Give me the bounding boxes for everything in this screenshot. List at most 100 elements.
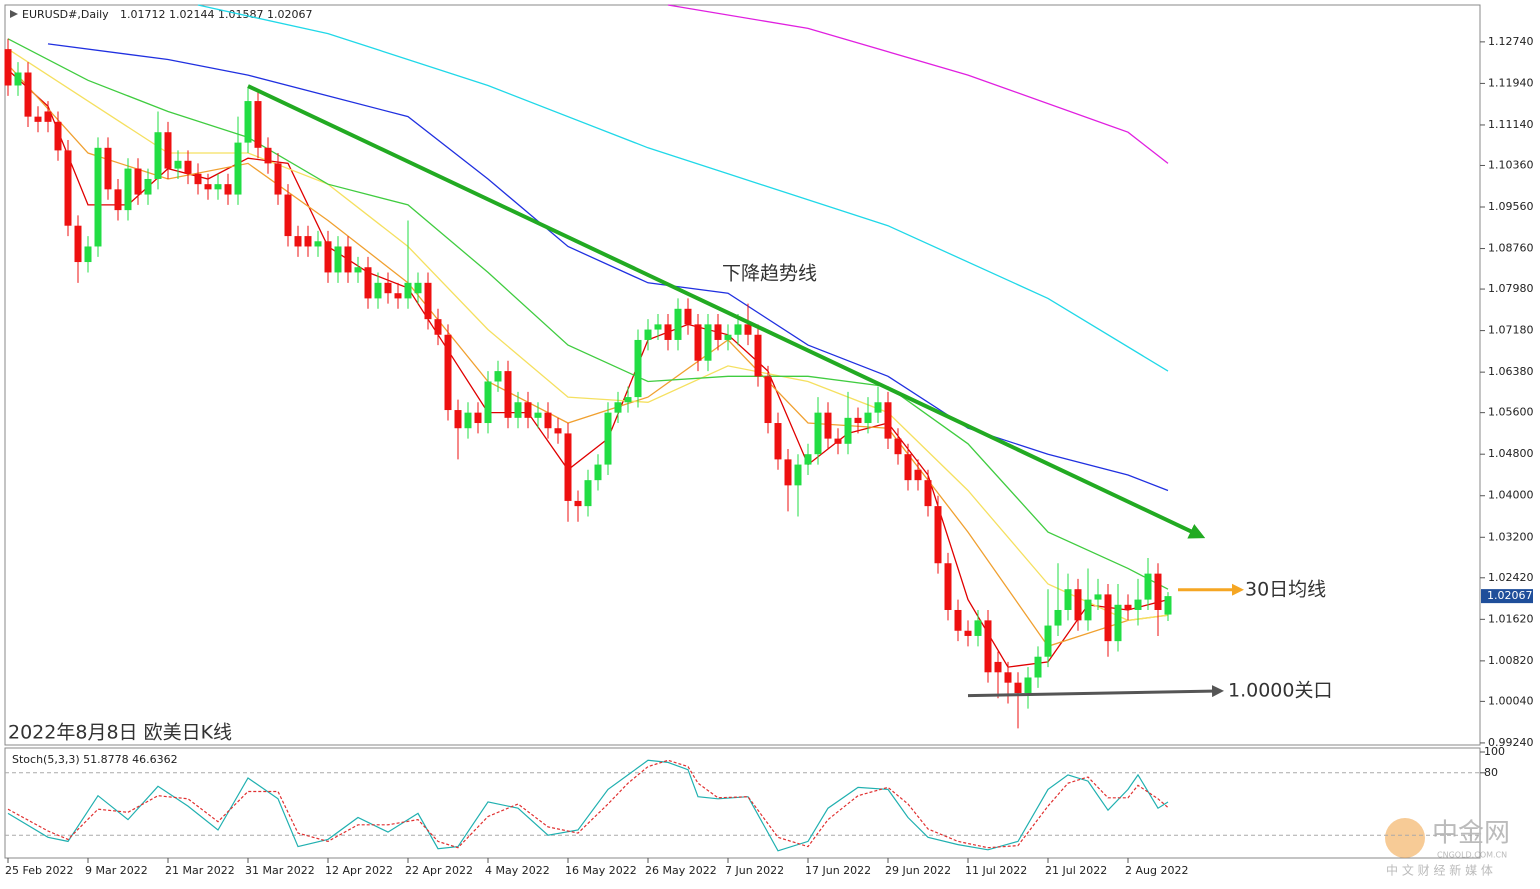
main-panel bbox=[4, 4, 1481, 746]
x-tick-label: 7 Jun 2022 bbox=[725, 864, 784, 877]
candle-body bbox=[534, 412, 542, 418]
candle-body bbox=[944, 563, 952, 610]
series-line bbox=[7, 38, 1169, 590]
candle-body bbox=[244, 101, 252, 143]
y-tick-label: 1.11940 bbox=[1488, 76, 1534, 89]
candle-body bbox=[884, 402, 892, 439]
candle-body bbox=[834, 438, 842, 444]
candle-body bbox=[434, 319, 442, 335]
candle-body bbox=[444, 334, 452, 411]
stoch-panel bbox=[4, 747, 1481, 859]
candle-body bbox=[754, 334, 762, 377]
candle-body bbox=[114, 189, 122, 211]
candle-body bbox=[824, 412, 832, 439]
candle-body bbox=[584, 480, 592, 507]
candle-body bbox=[214, 184, 222, 190]
candle-body bbox=[494, 371, 502, 382]
candle-body bbox=[604, 412, 612, 465]
x-tick-label: 26 May 2022 bbox=[645, 864, 717, 877]
series-line bbox=[7, 48, 1169, 622]
candle-body bbox=[664, 324, 672, 340]
candle-body bbox=[774, 423, 782, 460]
x-tick-label: 31 Mar 2022 bbox=[245, 864, 315, 877]
candle-body bbox=[984, 620, 992, 673]
candle-body bbox=[404, 282, 412, 299]
series-line bbox=[667, 4, 1169, 164]
candle-body bbox=[284, 194, 292, 237]
candle-body bbox=[844, 417, 852, 444]
y-tick-label: 1.02420 bbox=[1488, 571, 1534, 584]
candle-body bbox=[564, 433, 572, 501]
candle-body bbox=[614, 402, 622, 413]
series-line bbox=[197, 4, 1169, 372]
candle-body bbox=[814, 412, 822, 455]
candle-body bbox=[894, 438, 902, 455]
candle-body bbox=[324, 241, 332, 273]
watermark-name: 中金网 bbox=[1432, 819, 1510, 849]
candle-body bbox=[1034, 656, 1042, 678]
candle-body bbox=[254, 101, 262, 148]
candle-body bbox=[134, 168, 142, 195]
candle-body bbox=[784, 459, 792, 486]
y-tick-label: 1.12740 bbox=[1488, 35, 1534, 48]
candle-body bbox=[734, 324, 742, 335]
y-tick-label: 1.05600 bbox=[1488, 406, 1534, 419]
symbol-icon bbox=[10, 10, 18, 18]
candle-body bbox=[1114, 604, 1122, 642]
candle-body bbox=[154, 132, 162, 179]
candle-body bbox=[74, 225, 82, 263]
candle-body bbox=[484, 381, 492, 424]
candle-body bbox=[474, 412, 482, 424]
candle-body bbox=[684, 308, 692, 325]
candle-body bbox=[914, 469, 922, 481]
candle-body bbox=[954, 609, 962, 631]
y-tick-label: 0.99240 bbox=[1488, 736, 1534, 749]
candle-body bbox=[904, 454, 912, 481]
x-tick-label: 4 May 2022 bbox=[485, 864, 550, 877]
candle-body bbox=[384, 282, 392, 294]
last-price-box bbox=[1481, 589, 1533, 604]
candle-body bbox=[714, 324, 722, 340]
candle-body bbox=[1024, 677, 1032, 694]
candle-body bbox=[994, 661, 1002, 673]
y-tick-label: 1.07180 bbox=[1488, 324, 1534, 337]
y-tick-label: 1.08760 bbox=[1488, 242, 1534, 255]
candle-body bbox=[764, 376, 772, 424]
candle-body bbox=[274, 163, 282, 195]
candle-body bbox=[1164, 596, 1172, 615]
candle-body bbox=[854, 417, 862, 424]
candle-body bbox=[624, 397, 632, 403]
candle-body bbox=[924, 480, 932, 507]
y-tick-label: 1.11140 bbox=[1488, 118, 1534, 131]
candle-body bbox=[414, 282, 422, 294]
candle-body bbox=[1124, 604, 1132, 610]
candle-body bbox=[804, 454, 812, 465]
candle-body bbox=[144, 178, 152, 195]
annotation: 下降趋势线 bbox=[722, 263, 817, 285]
candle-body bbox=[354, 267, 362, 273]
candle-body bbox=[964, 630, 972, 636]
candle-body bbox=[174, 160, 182, 169]
candle-body bbox=[874, 402, 882, 413]
candle-body bbox=[184, 160, 192, 174]
x-tick-label: 21 Jul 2022 bbox=[1045, 864, 1107, 877]
x-tick-label: 9 Mar 2022 bbox=[85, 864, 148, 877]
candle-body bbox=[294, 236, 302, 247]
ohlc: 1.01712 1.02144 1.01587 1.02067 bbox=[120, 8, 312, 21]
y-tick-label: 80 bbox=[1484, 766, 1498, 779]
candle-body bbox=[504, 371, 512, 418]
series-line bbox=[47, 43, 1169, 492]
x-tick-label: 22 Apr 2022 bbox=[405, 864, 473, 877]
y-tick-label: 1.07980 bbox=[1488, 282, 1534, 295]
x-tick-label: 16 May 2022 bbox=[565, 864, 637, 877]
candle-body bbox=[164, 132, 172, 169]
watermark-slogan: 中 文 财 经 新 媒 体 bbox=[1386, 863, 1493, 878]
candle-body bbox=[204, 184, 212, 190]
candle-body bbox=[224, 184, 232, 195]
candle-body bbox=[514, 402, 522, 418]
watermark-logo bbox=[1385, 818, 1425, 858]
y-tick-label: 1.03200 bbox=[1488, 530, 1534, 543]
candle-body bbox=[794, 464, 802, 486]
candle-body bbox=[1044, 625, 1052, 657]
